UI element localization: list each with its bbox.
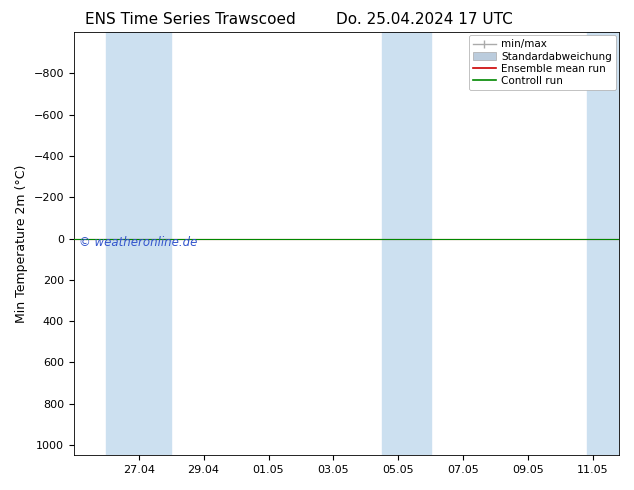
Text: © weatheronline.de: © weatheronline.de: [79, 236, 198, 249]
Text: ENS Time Series Trawscoed: ENS Time Series Trawscoed: [85, 12, 295, 27]
Y-axis label: Min Temperature 2m (°C): Min Temperature 2m (°C): [15, 165, 28, 323]
Legend: min/max, Standardabweichung, Ensemble mean run, Controll run: min/max, Standardabweichung, Ensemble me…: [469, 35, 616, 90]
Text: Do. 25.04.2024 17 UTC: Do. 25.04.2024 17 UTC: [337, 12, 513, 27]
Bar: [107, 32, 171, 455]
Bar: [382, 32, 430, 455]
Bar: [586, 32, 619, 455]
